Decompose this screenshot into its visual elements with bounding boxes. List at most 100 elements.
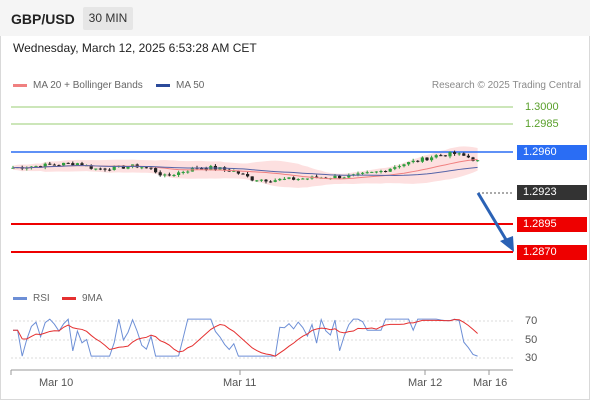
candle-body bbox=[430, 157, 434, 161]
candle-body bbox=[287, 177, 291, 179]
candle-body bbox=[236, 170, 240, 174]
legend-ma20-label: MA 20 + Bollinger Bands bbox=[33, 80, 143, 91]
forecast-arrowhead-icon bbox=[500, 236, 514, 252]
candle-body bbox=[361, 172, 365, 174]
candle-body bbox=[338, 175, 342, 179]
rsi-axis-70: 70 bbox=[525, 315, 538, 327]
candle-body bbox=[112, 165, 116, 170]
level-1-2985: 1.2985 bbox=[525, 118, 559, 130]
candle-body bbox=[365, 172, 369, 174]
candle-body bbox=[420, 157, 424, 162]
candle-body bbox=[457, 153, 461, 155]
candle-body bbox=[62, 162, 66, 166]
candle-body bbox=[108, 169, 112, 171]
time-axis-mar12: Mar 12 bbox=[408, 377, 443, 389]
candle-body bbox=[89, 165, 93, 169]
candle-body bbox=[388, 168, 392, 172]
candle-body bbox=[292, 177, 296, 180]
candle-body bbox=[269, 181, 273, 183]
candle-body bbox=[342, 177, 346, 179]
candle-body bbox=[149, 167, 153, 169]
rsi-swatch-icon bbox=[13, 296, 27, 300]
candle-body bbox=[250, 176, 254, 181]
forecast-arrow-icon bbox=[476, 192, 510, 244]
legend-rsi: RSI bbox=[13, 293, 50, 304]
candle-body bbox=[140, 167, 144, 169]
candle-body bbox=[34, 165, 38, 167]
candle-body bbox=[48, 163, 52, 165]
level-1-2870: 1.2870 bbox=[517, 245, 587, 260]
candle-body bbox=[204, 168, 208, 170]
candle-body bbox=[172, 174, 176, 176]
candle-body bbox=[121, 165, 125, 169]
candle-body bbox=[448, 152, 452, 157]
time-axis-mar10: Mar 10 bbox=[39, 377, 74, 389]
candle-body bbox=[264, 179, 268, 182]
candle-body bbox=[347, 175, 351, 178]
candle-body bbox=[144, 167, 148, 169]
datetime-label: Wednesday, March 12, 2025 6:53:28 AM CET bbox=[13, 41, 257, 55]
rsi-axis-30: 30 bbox=[525, 352, 538, 364]
candle-body bbox=[43, 163, 47, 168]
candle-body bbox=[466, 155, 470, 158]
time-axis-mar11: Mar 11 bbox=[223, 377, 257, 389]
candle-body bbox=[384, 171, 388, 173]
candle-body bbox=[126, 166, 130, 169]
candle-body bbox=[374, 171, 378, 173]
candle-body bbox=[443, 155, 447, 157]
candle-body bbox=[273, 180, 277, 182]
candle-body bbox=[158, 172, 162, 176]
ma20-swatch-icon bbox=[13, 83, 27, 87]
candle-body bbox=[370, 171, 374, 173]
ma50-swatch-icon bbox=[156, 83, 170, 87]
candle-body bbox=[282, 178, 286, 180]
legend-9ma-label: 9MA bbox=[82, 293, 103, 304]
legend-ma50-label: MA 50 bbox=[176, 80, 205, 91]
candle-body bbox=[434, 155, 438, 158]
current-price: 1.2923 bbox=[517, 185, 587, 200]
candle-body bbox=[379, 171, 383, 173]
candle-body bbox=[476, 160, 480, 162]
candle-body bbox=[296, 179, 300, 181]
candle-body bbox=[52, 164, 56, 166]
candle-body bbox=[305, 178, 309, 180]
candle-body bbox=[232, 170, 236, 172]
legend-9ma: 9MA bbox=[62, 293, 103, 304]
ma9-swatch-icon bbox=[62, 296, 76, 300]
candle-body bbox=[397, 166, 401, 168]
time-axis-mar16: Mar 16 bbox=[473, 377, 508, 389]
candle-body bbox=[259, 179, 263, 181]
rsi-9ma-line bbox=[13, 319, 478, 357]
candle-body bbox=[393, 167, 397, 169]
ma50-line bbox=[12, 165, 478, 176]
candle-body bbox=[278, 178, 282, 181]
timeframe-badge[interactable]: 30 MIN bbox=[83, 7, 133, 30]
candle-body bbox=[471, 157, 475, 161]
candle-body bbox=[39, 165, 43, 168]
candle-body bbox=[411, 160, 415, 163]
candle-body bbox=[439, 155, 443, 157]
copyright: Research © 2025 Trading Central bbox=[431, 80, 581, 91]
candle-body bbox=[98, 168, 102, 170]
candle-body bbox=[301, 178, 305, 180]
candle-body bbox=[80, 163, 84, 166]
candle-body bbox=[333, 175, 337, 179]
candle-body bbox=[154, 168, 158, 173]
legend-ma50: MA 50 bbox=[156, 80, 204, 91]
legend-rsi-label: RSI bbox=[33, 293, 50, 304]
candle-body bbox=[186, 171, 190, 173]
candle-body bbox=[255, 180, 259, 182]
legend-ma20: MA 20 + Bollinger Bands bbox=[13, 80, 143, 91]
candle-body bbox=[416, 160, 420, 162]
candle-body bbox=[315, 176, 319, 178]
candle-body bbox=[453, 152, 457, 154]
candle-body bbox=[57, 165, 61, 167]
candle-body bbox=[94, 168, 98, 170]
level-1-2895: 1.2895 bbox=[517, 217, 587, 232]
candle-body bbox=[356, 173, 360, 175]
candle-body bbox=[407, 162, 411, 165]
candle-body bbox=[167, 174, 171, 176]
candle-body bbox=[181, 171, 185, 173]
candle-body bbox=[71, 163, 75, 166]
